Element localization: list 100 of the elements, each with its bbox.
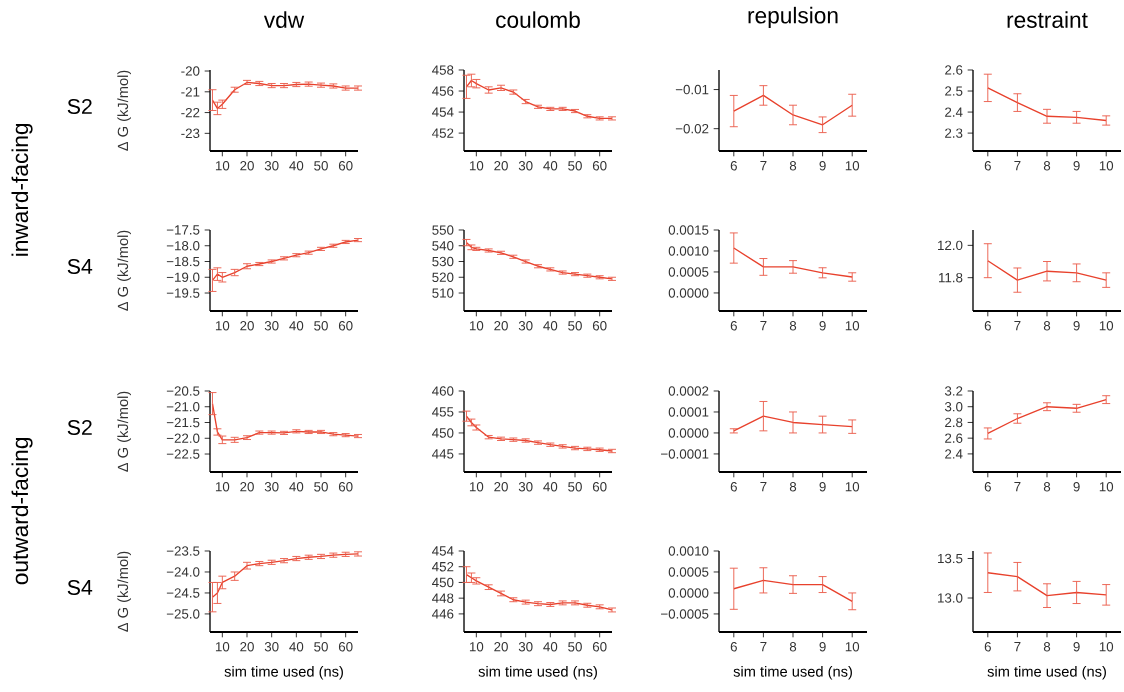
x-tick-label: 8 <box>1043 482 1051 492</box>
x-tick-label: 20 <box>240 161 254 171</box>
x-tick-label: 10 <box>215 161 230 171</box>
line-series <box>987 398 1107 435</box>
x-tick-label: 7 <box>760 642 767 652</box>
x-tick-label: 6 <box>984 482 991 492</box>
y-tick-label: −24.5 <box>166 588 200 598</box>
x-tick-label: 10 <box>469 321 484 331</box>
y-tick-label: −17.5 <box>166 225 200 235</box>
y-tick-label: −0.02 <box>675 123 709 134</box>
y-tick-label: 2.6 <box>945 433 963 443</box>
x-axis-title: sim time used (ns) <box>733 665 852 680</box>
x-tick-label: 50 <box>314 642 328 652</box>
line-series <box>465 79 613 120</box>
line-series <box>733 579 853 603</box>
x-tick-label: 6 <box>730 321 737 331</box>
x-tick-label: 10 <box>1099 642 1114 652</box>
x-tick-label: 7 <box>1014 321 1021 331</box>
text: S2 <box>67 98 92 114</box>
line-series <box>733 415 853 432</box>
x-tick-label: 30 <box>518 482 533 492</box>
y-tick-label: 0.0001 <box>668 407 709 417</box>
x-tick-label: 8 <box>789 161 797 171</box>
x-tick-label: 9 <box>1073 642 1080 652</box>
x-tick-label: 50 <box>314 321 328 331</box>
x-tick-label: 9 <box>819 642 826 652</box>
y-tick-label: 540 <box>432 241 454 251</box>
x-axis-title: sim time used (ns) <box>478 665 597 680</box>
y-tick-label: −23.5 <box>166 546 200 556</box>
x-tick-label: 20 <box>494 321 508 331</box>
x-tick-label: 10 <box>845 161 860 171</box>
x-tick-label: 9 <box>1073 161 1080 171</box>
x-tick-label: 10 <box>845 642 860 652</box>
x-tick-label: 10 <box>469 642 484 652</box>
x-tick-label: 60 <box>592 642 607 652</box>
y-axis-title: Δ G (kJ/mol) <box>117 391 131 472</box>
x-tick-label: 10 <box>1099 321 1114 331</box>
x-tick-label: 40 <box>543 161 558 171</box>
x-tick-label: 6 <box>730 642 737 652</box>
chart-title: coulomb <box>496 11 580 28</box>
x-tick-label: 60 <box>338 482 353 492</box>
x-tick-label: 20 <box>494 642 508 652</box>
x-tick-label: 60 <box>592 482 607 492</box>
y-tick-label: 2.5 <box>945 86 963 96</box>
y-tick-label: 13.5 <box>938 553 963 564</box>
x-tick-label: 40 <box>543 642 558 652</box>
y-tick-label: 460 <box>432 386 454 396</box>
y-tick-label: −22.0 <box>166 433 200 443</box>
x-tick-label: 10 <box>1099 161 1114 171</box>
text: outward-facing <box>11 438 33 585</box>
x-tick-label: 9 <box>819 321 826 331</box>
x-tick-label: 10 <box>469 161 484 171</box>
x-tick-label: 10 <box>469 482 484 492</box>
y-tick-label: 452 <box>432 128 454 138</box>
x-tick-label: 50 <box>314 482 328 492</box>
y-tick-label: 458 <box>432 65 454 75</box>
y-axis-title: Δ G (kJ/mol) <box>117 551 131 632</box>
y-tick-label: 11.8 <box>939 272 963 283</box>
y-tick-label: −18.0 <box>166 241 200 251</box>
y-tick-label: 510 <box>432 288 454 298</box>
x-tick-label: 50 <box>314 161 328 171</box>
y-tick-label: 0.0000 <box>668 428 709 438</box>
y-tick-label: 13.0 <box>938 593 963 603</box>
y-tick-label: 454 <box>432 107 454 117</box>
line-series <box>211 239 359 282</box>
x-tick-label: 7 <box>1014 482 1021 492</box>
y-tick-label: 450 <box>432 577 454 588</box>
y-tick-label: 450 <box>432 428 454 438</box>
x-tick-label: 9 <box>1073 321 1080 331</box>
x-tick-label: 40 <box>289 642 304 652</box>
text: S4 <box>67 579 93 595</box>
line-series <box>987 572 1107 597</box>
y-tick-label: −21.0 <box>166 402 200 412</box>
x-tick-label: 6 <box>984 161 991 171</box>
line-series <box>211 553 359 598</box>
y-tick-label: 0.0002 <box>668 386 709 396</box>
x-tick-label: 9 <box>819 482 826 492</box>
x-tick-label: 7 <box>1014 161 1021 171</box>
x-tick-label: 40 <box>289 321 304 331</box>
x-tick-label: 10 <box>1099 482 1114 492</box>
y-tick-label: −0.0001 <box>661 449 709 459</box>
y-tick-label: 0.0005 <box>668 267 709 277</box>
x-tick-label: 40 <box>543 482 558 492</box>
y-tick-label: −20.5 <box>166 386 200 396</box>
line-series <box>987 260 1107 281</box>
x-tick-label: 6 <box>984 642 991 652</box>
x-tick-label: 6 <box>984 321 991 331</box>
x-tick-label: 50 <box>568 321 582 331</box>
x-tick-label: 30 <box>264 161 279 171</box>
y-tick-label: −25.0 <box>166 609 200 619</box>
x-tick-label: 60 <box>592 321 607 331</box>
y-tick-label: 3.0 <box>944 402 963 412</box>
y-tick-label: −0.01 <box>675 84 709 95</box>
x-tick-label: 9 <box>1073 482 1080 492</box>
x-tick-label: 6 <box>730 482 737 492</box>
y-tick-label: 530 <box>432 256 454 267</box>
x-tick-label: 30 <box>264 482 279 492</box>
x-tick-label: 60 <box>338 642 353 652</box>
y-tick-label: -23 <box>181 128 200 139</box>
line-series <box>465 415 613 452</box>
